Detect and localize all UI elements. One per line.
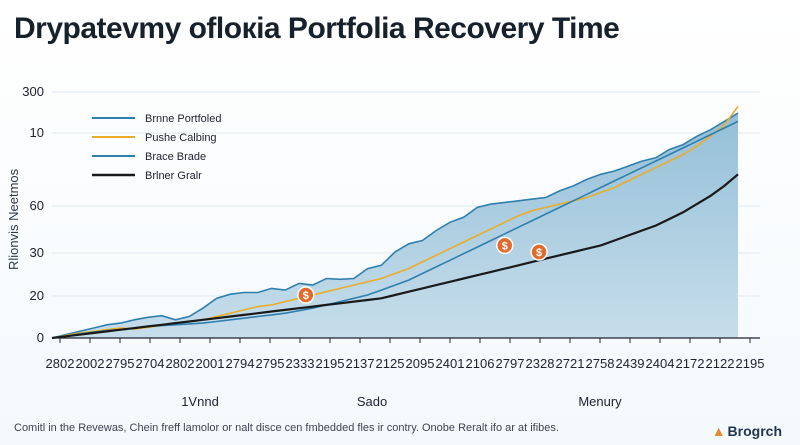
x-tick-label: 2802 xyxy=(46,356,75,371)
x-tick-label: 2404 xyxy=(646,356,675,371)
legend-label: Brace Brade xyxy=(145,151,206,163)
dollar-marker-3-label: $ xyxy=(536,247,542,259)
dollar-marker-1 xyxy=(297,286,315,304)
rocket-icon: ▲ xyxy=(711,423,726,439)
x-group-label: Menury xyxy=(578,394,622,409)
x-tick-label: 2137 xyxy=(346,356,375,371)
dollar-marker-1-label: $ xyxy=(303,290,309,302)
x-tick-label: 2328 xyxy=(526,356,555,371)
x-tick-label: 2122 xyxy=(706,356,735,371)
y-axis-label: Rlionvis Neetmos xyxy=(6,168,21,270)
legend-label: Brnne Portfoled xyxy=(145,113,221,125)
x-tick-label: 2721 xyxy=(556,356,585,371)
dollar-marker-3 xyxy=(530,243,548,261)
x-tick-label: 2195 xyxy=(316,356,345,371)
legend: Brnne Portfoled Pushe Calbing Brace Brade B… xyxy=(92,113,221,182)
y-tick-label: 30 xyxy=(30,245,44,260)
x-tick-label: 2333 xyxy=(286,356,315,371)
dollar-marker-2 xyxy=(496,236,514,255)
series-line-3 xyxy=(51,173,739,340)
x-tick-label: 2797 xyxy=(496,356,525,371)
x-tick-label: 2106 xyxy=(466,356,495,371)
x-tick-label: 2401 xyxy=(436,356,465,371)
x-tick-label: 2439 xyxy=(616,356,645,371)
footer-note: Comitl in the Revewas, Chein freff lamol… xyxy=(14,422,559,434)
area-fill-0 xyxy=(52,113,738,338)
x-tick-label: 2095 xyxy=(406,356,435,371)
brand-logo: ▲ Brogrch xyxy=(712,423,782,439)
x-tick-label: 2795 xyxy=(256,356,285,371)
series-line-0 xyxy=(51,112,739,339)
x-tick-label: 2002 xyxy=(76,356,105,371)
legend-label: Pushe Calbing xyxy=(145,132,217,144)
chart-title: Drypatevmy ofloкia Portfolia Recovery Ti… xyxy=(14,12,620,45)
x-tick-label: 2125 xyxy=(376,356,405,371)
y-tick-label: 20 xyxy=(30,288,44,303)
y-tick-label: 10 xyxy=(30,125,44,140)
dollar-marker-2-label: $ xyxy=(502,240,508,252)
x-group-label: Sado xyxy=(357,394,387,409)
legend-label: Brlner Gralr xyxy=(145,170,202,182)
x-tick-label: 2794 xyxy=(226,356,255,371)
brand-name: Brogrch xyxy=(727,423,782,439)
annotation-layer: $ $ $ xyxy=(297,236,548,304)
x-tick-label: 2802 xyxy=(166,356,195,371)
y-tick-label: 60 xyxy=(30,198,44,213)
x-group-label: 1Vnnd xyxy=(181,394,219,409)
x-tick-label: 2172 xyxy=(676,356,705,371)
x-tick-label: 2758 xyxy=(586,356,615,371)
x-tick-label: 2795 xyxy=(106,356,135,371)
x-tick-label: 2704 xyxy=(136,356,165,371)
y-tick-label: 300 xyxy=(22,84,44,99)
y-tick-label: 0 xyxy=(37,330,44,345)
series-layer xyxy=(51,106,739,340)
x-tick-label: 2195 xyxy=(736,356,765,371)
x-tick-label: 2001 xyxy=(196,356,225,371)
